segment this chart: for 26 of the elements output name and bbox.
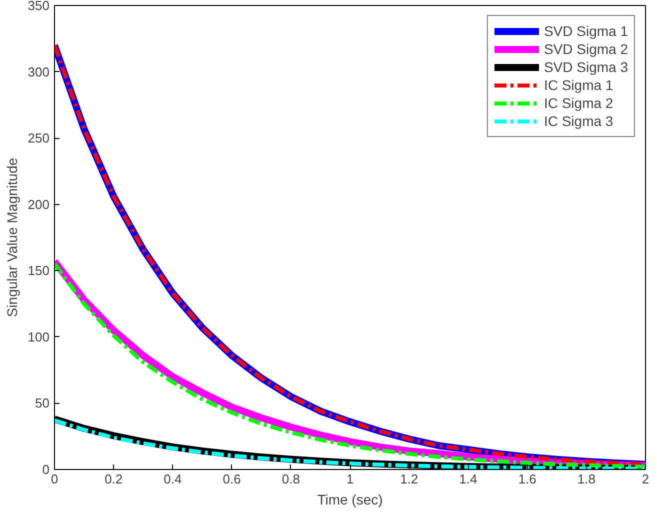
y-axis-title: Singular Value Magnitude bbox=[4, 158, 20, 318]
x-tick-label: 1.2 bbox=[400, 472, 418, 486]
y-tick-label: 150 bbox=[28, 263, 50, 278]
legend-label: IC Sigma 3 bbox=[544, 112, 614, 130]
x-tick-label: 0.8 bbox=[282, 472, 300, 486]
x-tick-label: 0.6 bbox=[222, 472, 241, 486]
x-tick-label: 1.8 bbox=[577, 472, 596, 486]
y-tick-label: 300 bbox=[28, 64, 50, 80]
x-tick-label: 1.4 bbox=[459, 472, 478, 486]
legend-label: SVD Sigma 3 bbox=[544, 58, 628, 76]
y-tick-label: 100 bbox=[28, 329, 50, 344]
x-tick-label: 2 bbox=[642, 472, 650, 486]
x-tick-label: 1 bbox=[346, 472, 354, 486]
x-tick-label: 1.6 bbox=[518, 472, 536, 486]
x-tick-label: 0.2 bbox=[104, 472, 123, 486]
y-tick-label: 50 bbox=[35, 396, 50, 411]
x-axis-title: Time (sec) bbox=[317, 492, 383, 508]
legend-label: SVD Sigma 2 bbox=[544, 40, 628, 58]
y-tick-label: 0 bbox=[42, 462, 50, 477]
legend-label: SVD Sigma 1 bbox=[544, 22, 628, 40]
y-tick-label: 350 bbox=[28, 0, 50, 13]
y-tick-label: 250 bbox=[28, 130, 50, 146]
legend-label: IC Sigma 2 bbox=[544, 94, 614, 112]
y-tick-label: 200 bbox=[28, 196, 50, 212]
legend-label: IC Sigma 1 bbox=[544, 76, 614, 94]
x-tick-label: 0.4 bbox=[164, 472, 182, 486]
